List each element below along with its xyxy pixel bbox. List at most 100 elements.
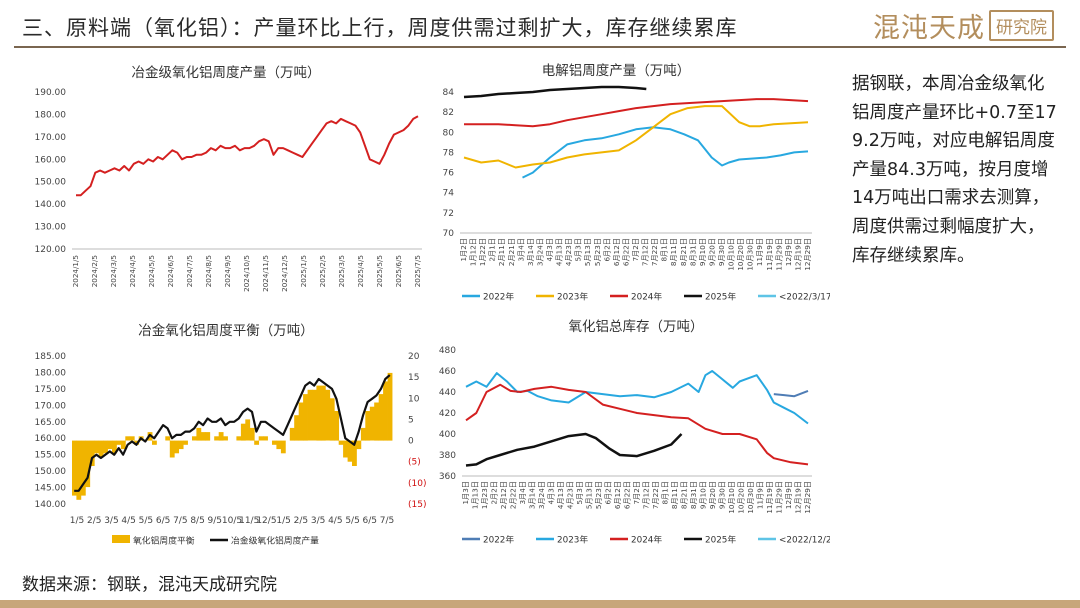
inventory-series-2022年 <box>773 389 809 398</box>
balance-bar <box>347 440 353 462</box>
y2-tick-label: 5 <box>408 415 414 425</box>
aluminium-x-tick: 9月10日 <box>698 238 707 266</box>
balance-bar <box>152 440 157 445</box>
balance-bar <box>334 411 340 441</box>
y-tick-label: 180.00 <box>35 110 67 120</box>
aluminium-x-tick: 1月12日 <box>469 238 478 266</box>
balance-x-tick: 5/5 <box>139 516 153 526</box>
aluminium-x-tick: 4月3日 <box>545 238 554 262</box>
production-x-tick: 2024/11/5 <box>261 255 270 292</box>
balance-bar <box>298 402 304 441</box>
legend-label: 冶金级氧化铝周度产量 <box>231 535 319 547</box>
aluminium-series-2023年 <box>463 105 809 169</box>
aluminium-series-2024年 <box>464 98 809 128</box>
balance-bar <box>89 440 95 466</box>
y-tick-label: 70 <box>443 229 455 239</box>
balance-bar <box>178 440 184 450</box>
aluminium-x-tick: 7月2日 <box>631 238 640 262</box>
production-x-tick: 2024/3/5 <box>109 255 118 287</box>
inventory-x-tick: 11月29日 <box>775 481 784 514</box>
bottom-bar <box>0 600 1080 608</box>
balance-bar <box>276 440 282 450</box>
chart-title: 冶金氧化铝周度平衡（万吨） <box>138 323 314 339</box>
logo-main-text: 混沌天成 <box>873 13 985 44</box>
balance-x-tick: 2/5 <box>87 516 101 526</box>
aluminium-x-tick: 12月29日 <box>803 238 812 271</box>
balance-production-line <box>74 374 391 492</box>
aluminium-x-tick: 3月4日 <box>516 238 525 262</box>
y-tick-label: 480 <box>439 346 456 356</box>
balance-bar <box>374 402 380 441</box>
y-tick-label: 400 <box>439 430 456 440</box>
balance-x-tick: 1/5 <box>276 516 290 526</box>
balance-x-tick: 6/5 <box>156 516 170 526</box>
aluminium-x-tick: 4月23日 <box>564 238 573 266</box>
y2-tick-label: (10) <box>408 479 426 489</box>
inventory-x-tick: 6月22日 <box>623 481 632 509</box>
y-tick-label: 440 <box>439 388 456 398</box>
y-tick-label: 160.00 <box>35 434 67 444</box>
y-tick-label: 130.00 <box>35 223 67 233</box>
production-x-tick: 2025/4/5 <box>356 255 365 287</box>
y-tick-label: 74 <box>443 189 455 199</box>
aluminium-x-tick: 3月14日 <box>526 238 535 266</box>
aluminium-x-tick: 12月9日 <box>784 238 793 266</box>
y-tick-label: 80 <box>443 128 455 138</box>
balance-bar <box>72 440 77 496</box>
y-tick-label: 380 <box>439 451 456 461</box>
inventory-x-tick: 8月31日 <box>689 481 698 509</box>
balance-bar <box>258 436 264 441</box>
commentary-text: 据钢联，本周冶金级氧化铝周度产量环比+0.7至179.2万吨，对应电解铝周度产量… <box>852 74 1057 266</box>
balance-bar <box>320 385 326 441</box>
inventory-x-tick: 11月19日 <box>765 481 774 514</box>
balance-bar <box>245 419 251 441</box>
legend-label: 2025年 <box>705 534 736 546</box>
y-tick-label: 180.00 <box>35 368 67 378</box>
balance-x-tick: 3/5 <box>311 516 325 526</box>
production-x-tick: 2024/12/5 <box>280 255 289 292</box>
balance-bar <box>174 440 180 454</box>
production-x-tick: 2025/1/5 <box>299 255 308 287</box>
inventory-x-tick: 10月20日 <box>737 481 746 514</box>
balance-x-tick: 8/5 <box>190 516 204 526</box>
production-x-tick: 2024/10/5 <box>242 255 251 292</box>
legend-label: <2022/12/2 <box>779 536 830 546</box>
y2-tick-label: 20 <box>408 352 420 362</box>
chart-alumina-inventory: 氧化铝总库存（万吨） 360 380 400 420 440 460 480 1月3日 1月13日… <box>439 319 830 546</box>
balance-bar <box>129 436 135 441</box>
aluminium-x-tick: 1月22日 <box>478 238 487 266</box>
aluminium-x-tick: 8月21日 <box>679 238 688 266</box>
inventory-series-2025年 <box>465 432 683 467</box>
balance-bar <box>94 440 100 454</box>
aluminium-x-tick: 5月13日 <box>583 238 592 266</box>
inventory-x-tick: 10月10日 <box>727 481 736 514</box>
balance-bar <box>125 436 131 441</box>
legend-label: 2022年 <box>483 291 514 303</box>
production-x-tick: 2024/5/5 <box>147 255 156 287</box>
legend-label: 氧化铝周度平衡 <box>133 535 195 547</box>
aluminium-x-tick: 12月19日 <box>793 238 802 271</box>
y-tick-label: 120.00 <box>35 245 67 255</box>
inventory-series-2023年 <box>465 370 809 425</box>
production-x-tick: 2025/7/5 <box>413 255 422 287</box>
balance-bar <box>85 440 91 488</box>
inventory-x-tick: 12月19日 <box>794 481 803 514</box>
balance-bar <box>240 423 246 441</box>
balance-bar <box>312 389 317 441</box>
balance-x-tick: 5/5 <box>345 516 359 526</box>
balance-x-tick: 12/5 <box>256 516 276 526</box>
inventory-x-tick: 11月9日 <box>756 481 765 509</box>
aluminium-x-tick: 6月12日 <box>612 238 621 266</box>
y-tick-label: 72 <box>443 209 454 219</box>
legend-swatch <box>112 535 130 543</box>
aluminium-x-tick: 7月22日 <box>650 238 659 266</box>
balance-bar <box>343 440 348 458</box>
inventory-x-tick: 9月20日 <box>708 481 717 509</box>
aluminium-series-2025年 <box>463 85 647 99</box>
inventory-x-tick: 3月24日 <box>537 481 546 509</box>
balance-bar <box>329 398 335 441</box>
inventory-x-tick: 4月3日 <box>547 481 556 505</box>
legend-label: 2022年 <box>483 534 514 546</box>
aluminium-x-tick: 8月11日 <box>669 238 678 266</box>
aluminium-x-tick: 5月3日 <box>574 238 583 262</box>
